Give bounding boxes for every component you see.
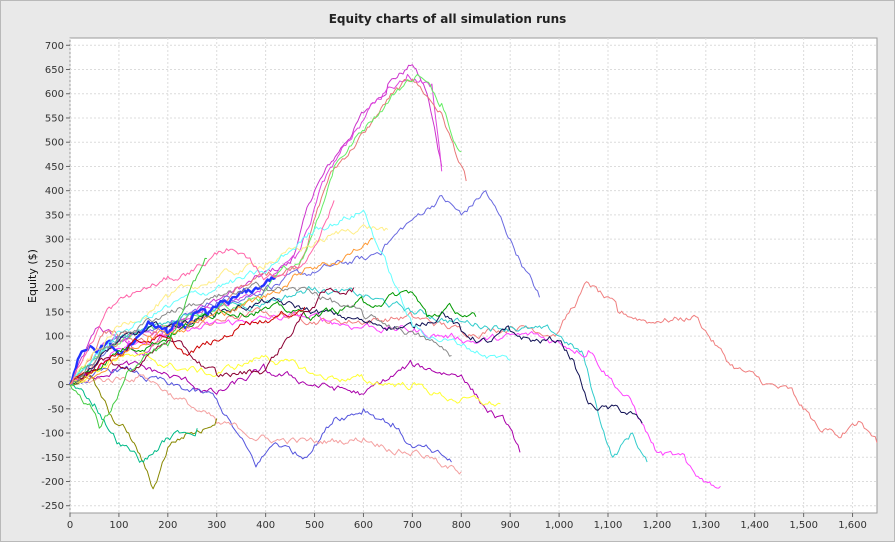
y-tick-label: 150 bbox=[45, 307, 64, 318]
series-line bbox=[69, 281, 452, 386]
chart-title: Equity charts of all simulation runs bbox=[328, 12, 567, 26]
y-tick-label: 300 bbox=[45, 235, 64, 246]
x-tick-label: 0 bbox=[67, 520, 73, 531]
series-line bbox=[69, 310, 721, 489]
y-tick-label: 350 bbox=[45, 210, 64, 221]
x-tick-label: 500 bbox=[305, 520, 324, 531]
y-tick-label: 450 bbox=[45, 162, 64, 173]
series-line bbox=[69, 384, 198, 463]
y-tick-label: 500 bbox=[45, 138, 64, 149]
series-line bbox=[69, 73, 443, 386]
series-line bbox=[69, 224, 389, 386]
series-line bbox=[69, 200, 335, 386]
y-axis-label: Equity ($) bbox=[26, 249, 39, 303]
y-tick-label: 200 bbox=[45, 283, 64, 294]
series-line bbox=[69, 257, 207, 429]
x-tick-label: 300 bbox=[207, 520, 226, 531]
x-tick-label: 1,400 bbox=[740, 520, 769, 531]
x-tick-label: 1,300 bbox=[691, 520, 720, 531]
series-layer bbox=[68, 64, 878, 490]
series-line bbox=[69, 190, 540, 385]
series-line bbox=[69, 297, 643, 424]
series-line bbox=[69, 289, 477, 385]
y-tick-label: -100 bbox=[41, 429, 64, 440]
y-tick-label: 650 bbox=[45, 65, 64, 76]
y-tick-label: 250 bbox=[45, 259, 64, 270]
y-tick-label: -150 bbox=[41, 453, 64, 464]
x-tick-label: 1,200 bbox=[643, 520, 672, 531]
series-line bbox=[69, 306, 306, 385]
series-line bbox=[69, 287, 355, 385]
x-tick-label: 200 bbox=[158, 520, 177, 531]
series-line bbox=[69, 209, 511, 385]
x-tick-label: 900 bbox=[501, 520, 520, 531]
y-tick-label: 400 bbox=[45, 186, 64, 197]
series-line bbox=[69, 286, 648, 463]
x-tick-label: 800 bbox=[452, 520, 471, 531]
y-tick-label: -50 bbox=[48, 404, 64, 415]
x-tick-label: 700 bbox=[403, 520, 422, 531]
series-line bbox=[69, 365, 452, 468]
y-tick-label: 0 bbox=[58, 380, 64, 391]
y-tick-label: 600 bbox=[45, 89, 64, 100]
grid-lines bbox=[69, 38, 877, 513]
axes: -250 -200 -150 -100 -50 0 50 100 150 200 250 300 350… bbox=[41, 41, 867, 531]
y-tick-label: 550 bbox=[45, 113, 64, 124]
series-line bbox=[69, 374, 462, 475]
y-tick-label: 100 bbox=[45, 332, 64, 343]
x-tick-label: 1,000 bbox=[545, 520, 574, 531]
plot-area bbox=[69, 37, 878, 514]
y-tick-label: 700 bbox=[45, 41, 64, 52]
x-tick-label: 400 bbox=[256, 520, 275, 531]
x-tick-label: 1,600 bbox=[838, 520, 867, 531]
series-line bbox=[69, 359, 521, 453]
x-tick-label: 100 bbox=[109, 520, 128, 531]
series-line bbox=[69, 237, 374, 385]
series-line bbox=[69, 352, 501, 407]
series-line bbox=[69, 281, 878, 443]
x-tick-label: 1,100 bbox=[594, 520, 623, 531]
x-tick-label: 600 bbox=[354, 520, 373, 531]
y-tick-label: -200 bbox=[41, 477, 64, 488]
y-tick-label: 50 bbox=[51, 356, 64, 367]
y-tick-label: -250 bbox=[41, 501, 64, 512]
x-tick-label: 1,500 bbox=[789, 520, 818, 531]
